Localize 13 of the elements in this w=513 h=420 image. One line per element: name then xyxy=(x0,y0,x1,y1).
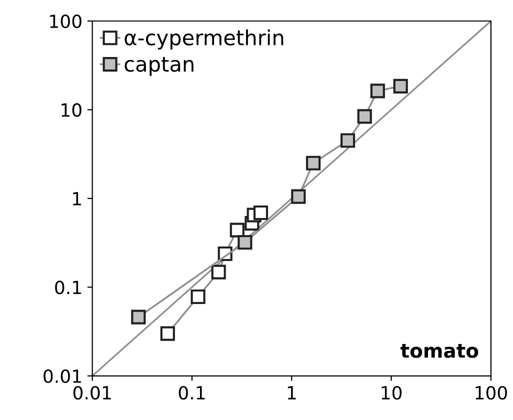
y-tick-label: 100 xyxy=(50,14,82,28)
y-tick-label: 10 xyxy=(62,103,82,117)
y-tick-label: 0.01 xyxy=(44,369,81,384)
y-tick-label: 0.1 xyxy=(55,280,81,294)
legend-label: α-cypermethrin xyxy=(124,29,284,50)
x-tick-label: 0.01 xyxy=(73,386,111,400)
x-tick-label: 100 xyxy=(476,386,507,400)
x-tick-label: 1 xyxy=(288,386,296,400)
y-tick-label: 1 xyxy=(73,192,81,206)
legend-label: captan xyxy=(124,56,194,76)
x-tick-label: 0.1 xyxy=(178,386,205,400)
x-tick-label: 10 xyxy=(382,386,402,400)
annotation: tomato xyxy=(400,344,478,358)
